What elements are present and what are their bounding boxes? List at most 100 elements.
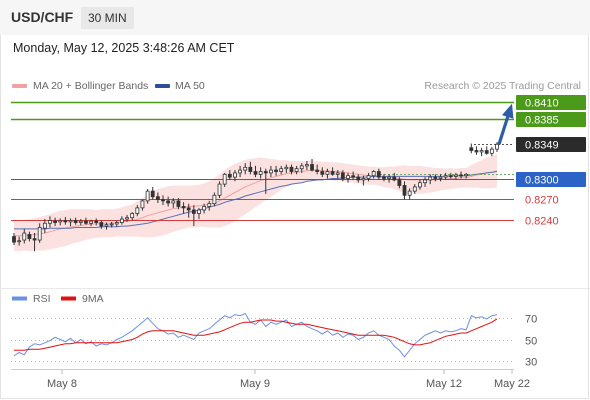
candle-body	[253, 171, 258, 175]
candle-body	[140, 200, 145, 209]
candle-body	[325, 171, 330, 175]
candle	[248, 161, 253, 175]
candle-body	[479, 150, 484, 153]
legend-ma20-label: MA 20 + Bollinger Bands	[33, 80, 149, 92]
candle	[84, 217, 88, 225]
candle	[150, 186, 155, 200]
candle-body	[351, 175, 356, 178]
timestamp: Monday, May 12, 2025 3:48:26 AM CET	[13, 41, 235, 55]
candle-body	[418, 182, 422, 188]
candle	[289, 164, 294, 175]
candle	[120, 216, 124, 225]
chart-header: USD/CHF 30 MIN	[0, 0, 590, 35]
candle	[340, 170, 345, 182]
candle	[53, 217, 58, 227]
candle-body	[27, 234, 32, 240]
candle-body	[330, 171, 335, 175]
symbol-label[interactable]: USD/CHF	[11, 9, 74, 25]
candle	[258, 167, 263, 179]
candle	[48, 216, 52, 228]
candle	[125, 214, 129, 222]
candle	[166, 196, 171, 207]
candle-body	[181, 206, 186, 209]
candle-body	[63, 220, 68, 223]
candle	[263, 168, 268, 194]
candle	[315, 164, 320, 175]
candle	[114, 220, 119, 227]
candle	[346, 172, 350, 183]
candle	[202, 203, 207, 214]
candle	[94, 218, 99, 226]
candle-body	[474, 150, 479, 153]
candle	[233, 170, 237, 182]
candle-body	[263, 171, 268, 174]
level-box-1	[516, 112, 586, 127]
legend-swatch-rsi	[12, 296, 27, 301]
candle-body	[145, 190, 150, 202]
level-label-2: 0.8349	[525, 140, 559, 152]
candle-body	[361, 178, 366, 181]
candle	[17, 236, 22, 246]
candle-body	[459, 174, 463, 177]
candle	[438, 174, 443, 182]
timeframe-button[interactable]: 30 MIN	[81, 7, 134, 29]
ma50-line	[14, 171, 498, 230]
candle-body	[284, 166, 289, 170]
candle-body	[120, 218, 124, 223]
candle-body	[310, 164, 314, 171]
candle	[186, 203, 191, 218]
candle	[140, 199, 145, 211]
candle	[361, 175, 366, 186]
candle	[335, 170, 340, 179]
candle-body	[171, 200, 176, 204]
candle-body	[84, 220, 88, 224]
candle	[443, 172, 448, 180]
candle-body	[315, 169, 320, 172]
candle	[58, 218, 63, 226]
candle	[222, 172, 227, 187]
candle-body	[53, 220, 58, 223]
candle	[227, 170, 232, 180]
candle	[191, 205, 196, 227]
candle-body	[412, 186, 417, 192]
candle	[464, 172, 469, 179]
candle-body	[114, 222, 119, 225]
x-tick-label: May 8	[47, 378, 77, 390]
candle	[448, 172, 453, 179]
candle-body	[438, 176, 443, 179]
candle	[109, 221, 114, 228]
candle	[294, 165, 299, 175]
candle-body	[304, 164, 309, 167]
rsi-tick-label: 70	[525, 314, 537, 326]
candle-body	[207, 203, 212, 207]
candle-body	[371, 171, 376, 177]
candle	[459, 171, 463, 179]
candle	[325, 168, 330, 179]
candle-body	[109, 223, 114, 226]
candle	[181, 202, 186, 214]
candle-body	[443, 175, 448, 178]
candle-body	[22, 232, 27, 241]
candle-body	[130, 213, 135, 219]
candle-body	[428, 176, 433, 181]
candle-body	[274, 169, 278, 172]
candle	[217, 181, 222, 199]
candle	[32, 233, 37, 252]
candle	[382, 174, 386, 182]
candle-body	[37, 227, 42, 241]
candle	[418, 179, 422, 190]
candle	[161, 195, 165, 206]
candle-body	[202, 206, 207, 211]
candle-body	[484, 150, 489, 154]
candle	[453, 172, 458, 180]
candle	[495, 142, 499, 152]
candle-body	[448, 175, 453, 178]
candle-body	[227, 173, 232, 178]
candle	[397, 177, 402, 189]
candle	[484, 146, 489, 155]
candle	[433, 174, 438, 182]
candle-body	[469, 147, 474, 151]
candle	[238, 165, 242, 178]
candle	[99, 220, 104, 229]
